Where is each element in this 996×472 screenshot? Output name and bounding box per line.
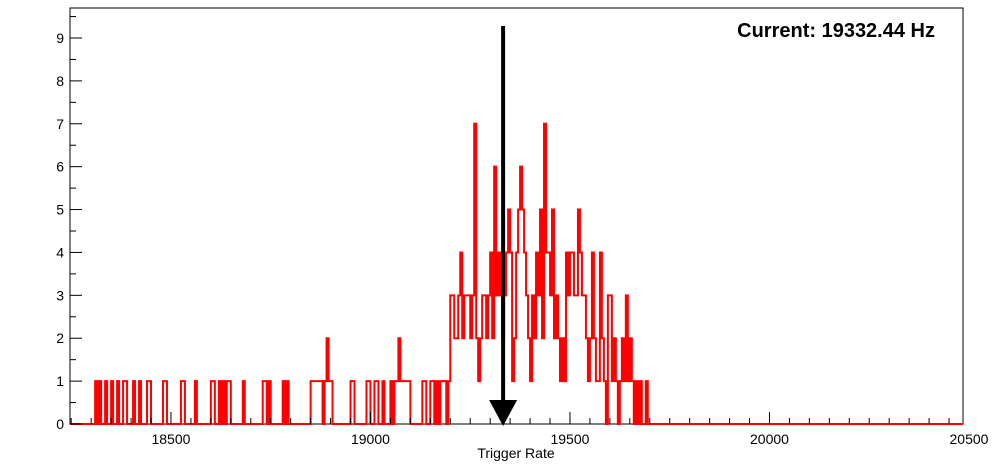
y-tick-label: 7 bbox=[56, 116, 64, 132]
x-axis-title: Trigger Rate bbox=[477, 445, 555, 461]
y-tick-label: 9 bbox=[56, 30, 64, 46]
current-rate-arrow bbox=[489, 26, 518, 426]
x-tick-label: 18500 bbox=[151, 431, 190, 447]
current-rate-label: Current: 19332.44 Hz bbox=[737, 20, 935, 42]
histogram-layer bbox=[70, 122, 963, 425]
plot-frame bbox=[69, 7, 964, 425]
y-tick-label: 3 bbox=[56, 287, 64, 303]
y-tick-label: 8 bbox=[56, 73, 64, 89]
y-axis: 0 1 2 3 4 5 6 7 8 9 bbox=[56, 16, 82, 432]
y-tick-label: 0 bbox=[56, 416, 64, 432]
x-tick-label: 19500 bbox=[550, 431, 589, 447]
y-tick-label: 5 bbox=[56, 202, 64, 218]
histogram-series bbox=[70, 122, 963, 425]
x-axis: 18500 19000 19500 20000 20500 bbox=[70, 412, 989, 447]
arrow-head bbox=[489, 400, 518, 426]
x-tick-label: 20500 bbox=[950, 431, 989, 447]
x-tick-label: 20000 bbox=[750, 431, 789, 447]
x-tick-label: 19000 bbox=[351, 431, 390, 447]
y-tick-label: 4 bbox=[56, 244, 64, 260]
y-tick-label: 6 bbox=[56, 159, 64, 175]
y-tick-label: 2 bbox=[56, 330, 64, 346]
y-tick-label: 1 bbox=[56, 373, 64, 389]
